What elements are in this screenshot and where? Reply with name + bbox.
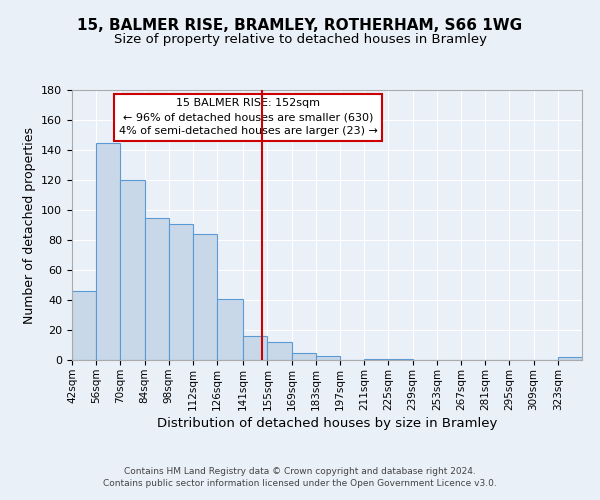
- Text: Contains HM Land Registry data © Crown copyright and database right 2024.: Contains HM Land Registry data © Crown c…: [124, 467, 476, 476]
- Bar: [145, 218, 169, 360]
- Bar: [243, 336, 268, 360]
- Bar: [558, 357, 582, 360]
- Bar: [193, 234, 217, 360]
- Bar: [268, 342, 292, 360]
- Bar: [292, 352, 316, 360]
- Text: 15 BALMER RISE: 152sqm
← 96% of detached houses are smaller (630)
4% of semi-det: 15 BALMER RISE: 152sqm ← 96% of detached…: [119, 98, 377, 136]
- Text: 15, BALMER RISE, BRAMLEY, ROTHERHAM, S66 1WG: 15, BALMER RISE, BRAMLEY, ROTHERHAM, S66…: [77, 18, 523, 32]
- Bar: [96, 142, 121, 360]
- Y-axis label: Number of detached properties: Number of detached properties: [23, 126, 35, 324]
- Bar: [388, 358, 413, 360]
- Text: Size of property relative to detached houses in Bramley: Size of property relative to detached ho…: [113, 32, 487, 46]
- Bar: [121, 180, 145, 360]
- Bar: [217, 298, 243, 360]
- Text: Contains public sector information licensed under the Open Government Licence v3: Contains public sector information licen…: [103, 478, 497, 488]
- X-axis label: Distribution of detached houses by size in Bramley: Distribution of detached houses by size …: [157, 416, 497, 430]
- Bar: [169, 224, 193, 360]
- Bar: [364, 358, 388, 360]
- Bar: [72, 291, 96, 360]
- Bar: [316, 356, 340, 360]
